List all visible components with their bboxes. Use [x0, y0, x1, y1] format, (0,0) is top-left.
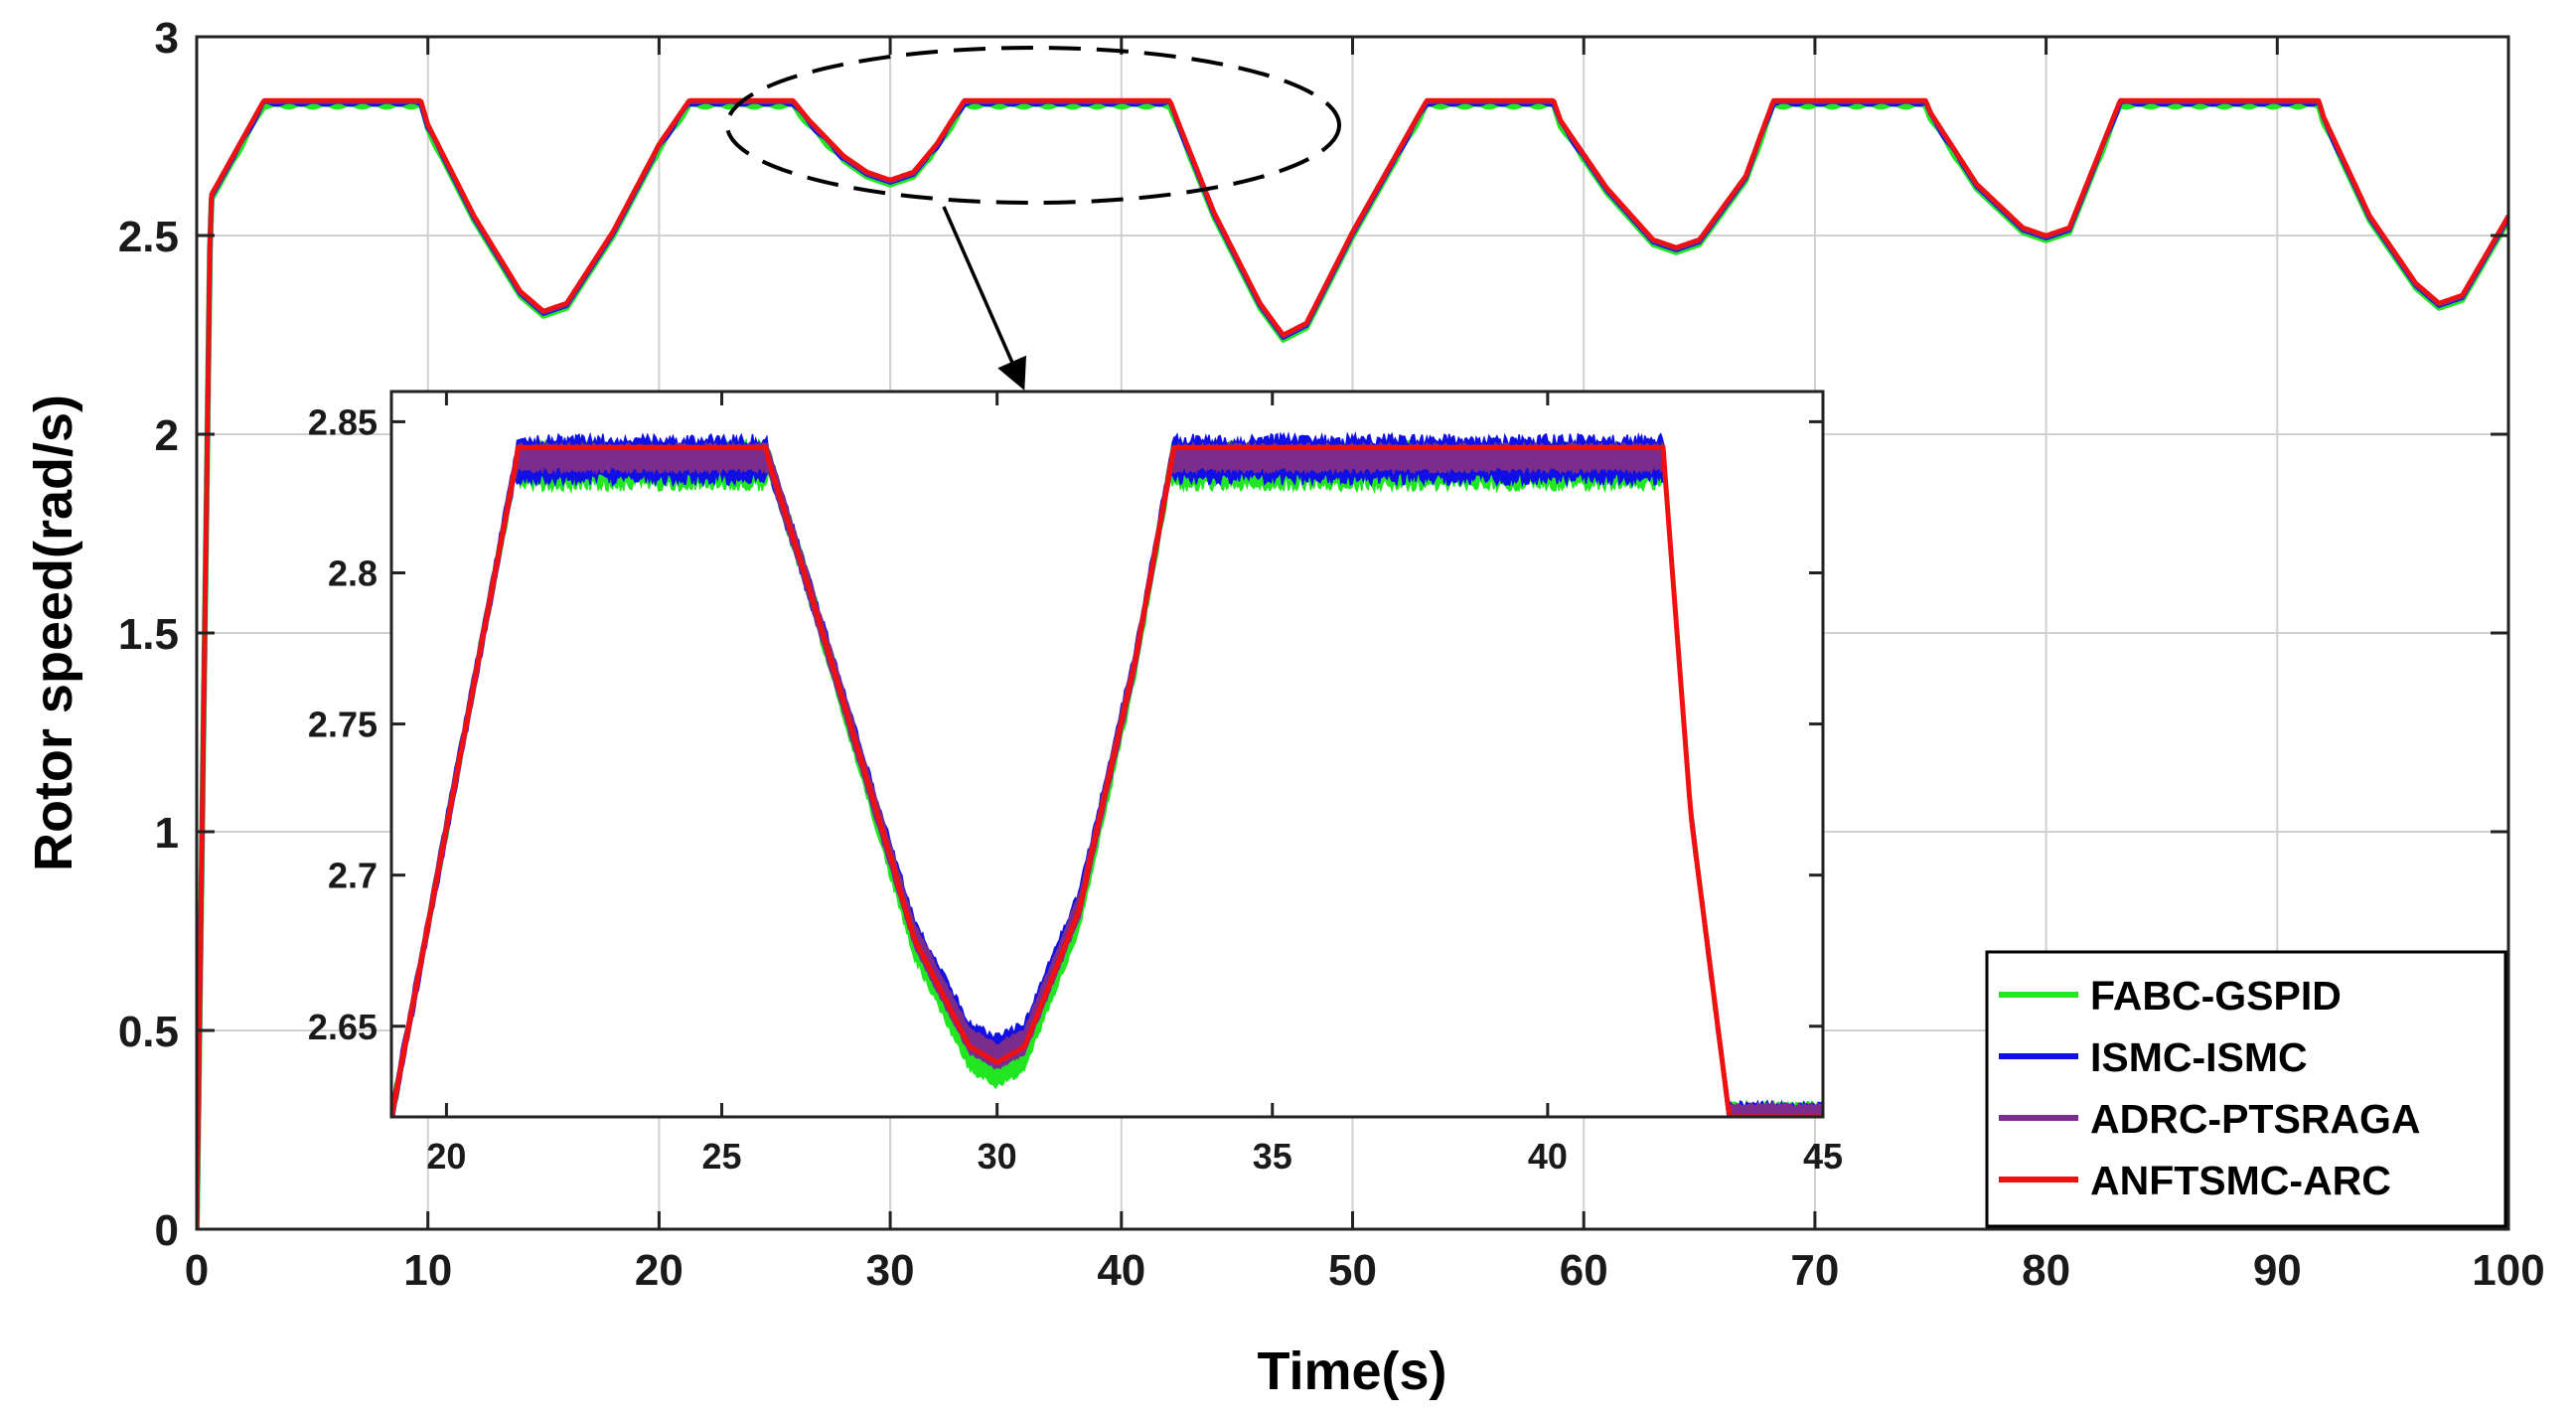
x-tick-label: 80 [2022, 1246, 2070, 1295]
inset-x-tick-label: 45 [1803, 1136, 1843, 1177]
x-tick-label: 70 [1790, 1246, 1839, 1295]
legend-label: FABC-GSPID [2090, 973, 2342, 1019]
x-tick-label: 30 [866, 1246, 915, 1295]
y-tick-label: 1.5 [118, 610, 179, 659]
main-axis-ticks: 0 10 20 30 40 50 60 70 80 90 100 0 0.5 1 1.5 2 2.5 3 [118, 14, 2545, 1295]
inset-y-tick-label: 2.8 [328, 553, 378, 594]
inset-x-tick-label: 25 [702, 1136, 742, 1177]
inset-line-anftsmc-arc [391, 444, 1823, 1117]
y-tick-label: 0 [155, 1206, 179, 1255]
inset-background [391, 392, 1823, 1117]
inset-y-tick-label: 2.65 [308, 1007, 378, 1047]
x-tick-label: 60 [1560, 1246, 1608, 1295]
x-tick-label: 0 [185, 1246, 209, 1295]
y-axis-label: Rotor speed(rad/s) [24, 394, 83, 871]
inset-x-tick-label: 40 [1528, 1136, 1568, 1177]
zoom-arrow [942, 206, 1027, 391]
y-tick-label: 2.5 [118, 213, 179, 261]
legend: FABC-GSPID ISMC-ISMC ADRC-PTSRAGA ANFTSMC-A… [1985, 950, 2507, 1228]
x-axis-label: Time(s) [1257, 1341, 1446, 1401]
y-tick-label: 1 [155, 809, 179, 858]
main-series-group [197, 97, 2508, 1229]
legend-label: ISMC-ISMC [2090, 1034, 2308, 1080]
inset-x-tick-label: 35 [1253, 1136, 1292, 1177]
inset-y-tick-label: 2.7 [328, 856, 378, 896]
x-tick-label: 50 [1328, 1246, 1377, 1295]
inset-series-group [391, 430, 1823, 1117]
inset-axis-ticks: 20 25 30 35 40 45 2.65 2.7 2.75 2.8 2.85 [308, 392, 1843, 1177]
y-tick-label: 2 [155, 411, 179, 460]
inset-x-tick-label: 20 [426, 1136, 466, 1177]
x-tick-label: 10 [403, 1246, 452, 1295]
x-tick-label: 20 [635, 1246, 683, 1295]
x-tick-label: 40 [1097, 1246, 1145, 1295]
x-tick-label: 90 [2253, 1246, 2302, 1295]
inset-y-tick-label: 2.85 [308, 401, 378, 442]
zoom-region-ellipse [725, 46, 1341, 205]
y-tick-label: 0.5 [118, 1008, 179, 1056]
inset-plot-frame [389, 390, 1825, 1119]
x-tick-label: 100 [2472, 1246, 2544, 1295]
inset-x-tick-label: 30 [978, 1136, 1017, 1177]
legend-label: ANFTSMC-ARC [2090, 1158, 2391, 1203]
main-series-line-anftsmc-arc [197, 97, 2508, 1229]
y-tick-label: 3 [155, 14, 179, 63]
inset-y-tick-label: 2.75 [308, 705, 378, 745]
legend-label: ADRC-PTSRAGA [2090, 1096, 2421, 1142]
